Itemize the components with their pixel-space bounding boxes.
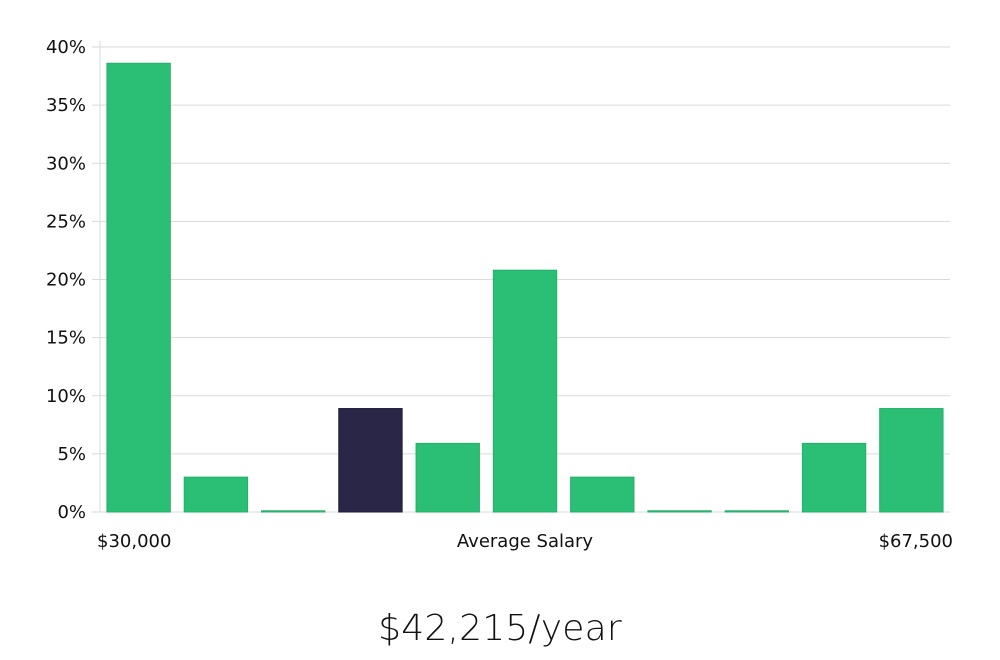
x-start-label: $30,000: [97, 531, 171, 552]
x-axis-label: Average Salary: [457, 531, 594, 552]
bar: [801, 442, 867, 513]
bar: [106, 62, 171, 513]
y-tick-label: 25%: [46, 211, 86, 232]
bar: [183, 476, 249, 513]
bar: [879, 408, 944, 513]
bar: [724, 510, 789, 513]
y-tick-label: 35%: [46, 95, 86, 116]
bar: [415, 442, 480, 513]
bar: [570, 476, 635, 513]
bar: [492, 269, 558, 513]
y-axis-ticks: 0% 5% 10% 15% 20% 25% 30% 35% 40%: [46, 37, 86, 523]
y-tick-label: 5%: [57, 444, 86, 465]
bars: [106, 62, 944, 513]
y-tick-label: 15%: [46, 328, 86, 349]
y-tick-label: 10%: [46, 386, 86, 407]
bar: [647, 510, 712, 513]
y-tick-label: 40%: [46, 37, 86, 58]
y-tick-label: 0%: [57, 502, 86, 523]
bar-highlighted: [338, 408, 403, 513]
y-tick-label: 20%: [46, 270, 86, 291]
average-salary-value: $42,215/year: [378, 608, 622, 649]
x-end-label: $67,500: [879, 531, 953, 552]
salary-distribution-chart: 0% 5% 10% 15% 20% 25% 30% 35% 40% $30,000 Averag…: [46, 37, 953, 552]
y-tick-label: 30%: [46, 153, 86, 174]
bar: [261, 510, 326, 513]
